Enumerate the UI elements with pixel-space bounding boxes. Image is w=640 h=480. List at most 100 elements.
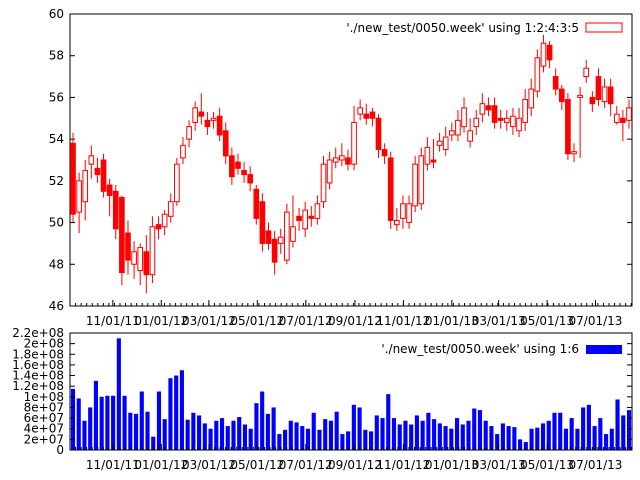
volume-x-axis: 11/01/1101/01/1203/01/1205/01/1207/01/12…	[69, 444, 632, 472]
volume-y-tick-label: 1.4e+08	[12, 369, 64, 383]
candle-body-up	[290, 226, 296, 242]
candle-body-up	[174, 163, 180, 203]
volume-bar	[598, 418, 603, 450]
volume-bar	[185, 419, 190, 450]
volume-bar	[615, 399, 620, 450]
candle-body-up	[467, 130, 473, 142]
candle-body-down	[106, 184, 113, 196]
volume-bar	[477, 410, 483, 450]
volume-y-tick-label: 1e+08	[24, 390, 64, 404]
volume-bar	[254, 403, 259, 450]
volume-y-tick-label: 1.2e+08	[12, 379, 64, 393]
volume-bar	[604, 434, 609, 450]
candle-body-down	[363, 113, 370, 119]
candle-body-up	[180, 144, 186, 159]
candle-body-down	[589, 96, 596, 105]
volume-bar	[305, 428, 311, 450]
candle-body-down	[381, 149, 388, 157]
candle-body-up	[473, 117, 480, 128]
volume-bar	[265, 413, 270, 450]
volume-bar	[323, 419, 328, 450]
candle-body-down	[308, 215, 315, 219]
candle-body-up	[534, 57, 541, 92]
volume-bar	[609, 428, 614, 450]
volume-bar	[592, 426, 597, 450]
volume-bar	[535, 427, 540, 450]
volume-bar	[237, 417, 242, 450]
volume-bar	[271, 407, 276, 450]
candle-body-up	[161, 213, 168, 228]
volume-bar	[403, 420, 408, 450]
price-x-tick-label: 01/01/12	[134, 314, 188, 328]
price-y-tick-label: 54	[49, 132, 64, 146]
volume-bar	[529, 428, 534, 450]
candle-body-up	[320, 163, 327, 203]
candle-body-down	[345, 157, 351, 165]
candle-body-up	[82, 169, 89, 203]
candle-body-down	[595, 76, 602, 101]
price-x-tick-label: 03/01/12	[182, 314, 236, 328]
volume-bar	[523, 442, 528, 450]
volume-bar	[277, 434, 282, 450]
candle-body-up	[455, 119, 461, 136]
volume-panel: 02e+074e+076e+078e+071e+081.2e+081.4e+08…	[12, 326, 633, 472]
volume-bar	[340, 434, 345, 450]
candle-body-up	[339, 155, 345, 161]
volume-bar	[133, 413, 139, 450]
candle-body-down	[70, 142, 76, 215]
volume-bar	[248, 428, 253, 450]
candle-body-down	[247, 174, 254, 184]
candle-body-up	[406, 203, 412, 224]
candle-body-down	[430, 159, 437, 163]
candle-body-down	[265, 230, 272, 244]
price-x-tick-label: 01/01/13	[425, 314, 479, 328]
candle-body-down	[485, 105, 492, 111]
volume-bar	[191, 412, 196, 450]
volume-bar	[70, 388, 76, 450]
volume-bar	[334, 411, 339, 450]
volume-bar	[328, 420, 334, 450]
volume-y-tick-label: 6e+07	[24, 411, 64, 425]
volume-bar	[357, 407, 362, 450]
volume-x-tick-label: 01/01/13	[425, 458, 479, 472]
price-y-tick-label: 58	[49, 49, 64, 63]
candle-body-down	[229, 155, 235, 178]
volume-legend-label: './new_test/0050.week' using 1:6	[381, 342, 579, 356]
volume-y-axis: 02e+074e+076e+078e+071e+081.2e+081.4e+08…	[12, 326, 632, 457]
volume-bar	[283, 429, 288, 450]
candle-body-up	[577, 94, 583, 98]
price-legend: './new_test/0050.week' using 1:2:4:3:5	[346, 21, 623, 35]
volume-bar	[242, 424, 248, 450]
volume-bar	[105, 395, 110, 450]
candle-body-up	[302, 209, 308, 230]
volume-bar	[449, 428, 454, 450]
price-x-tick-label: 07/01/12	[279, 314, 333, 328]
candle-body-down	[125, 232, 131, 261]
volume-bar	[518, 439, 523, 450]
candlestick-series	[70, 34, 632, 294]
volume-bar	[139, 391, 144, 450]
candle-body-down	[112, 190, 119, 230]
volume-y-tick-label: 2e+07	[24, 432, 64, 446]
candle-body-up	[186, 126, 192, 140]
candle-body-down	[155, 224, 162, 230]
volume-bar	[288, 420, 293, 450]
candle-body-up	[88, 155, 95, 165]
candle-body-up	[400, 203, 406, 219]
volume-bar	[386, 394, 391, 450]
volume-bar	[116, 338, 121, 450]
candle-body-down	[552, 76, 559, 90]
volume-bar	[197, 415, 202, 450]
volume-bar	[569, 418, 574, 450]
volume-bar	[397, 424, 402, 450]
volume-bar	[162, 419, 167, 450]
price-x-tick-label: 09/01/12	[328, 314, 382, 328]
volume-x-tick-label: 05/01/13	[520, 458, 574, 472]
volume-y-tick-label: 1.6e+08	[12, 358, 64, 372]
volume-bar	[145, 411, 150, 450]
volume-legend: './new_test/0050.week' using 1:6	[381, 341, 622, 356]
volume-bar	[540, 423, 546, 450]
candle-body-up	[424, 146, 431, 165]
candle-body-down	[94, 167, 101, 176]
